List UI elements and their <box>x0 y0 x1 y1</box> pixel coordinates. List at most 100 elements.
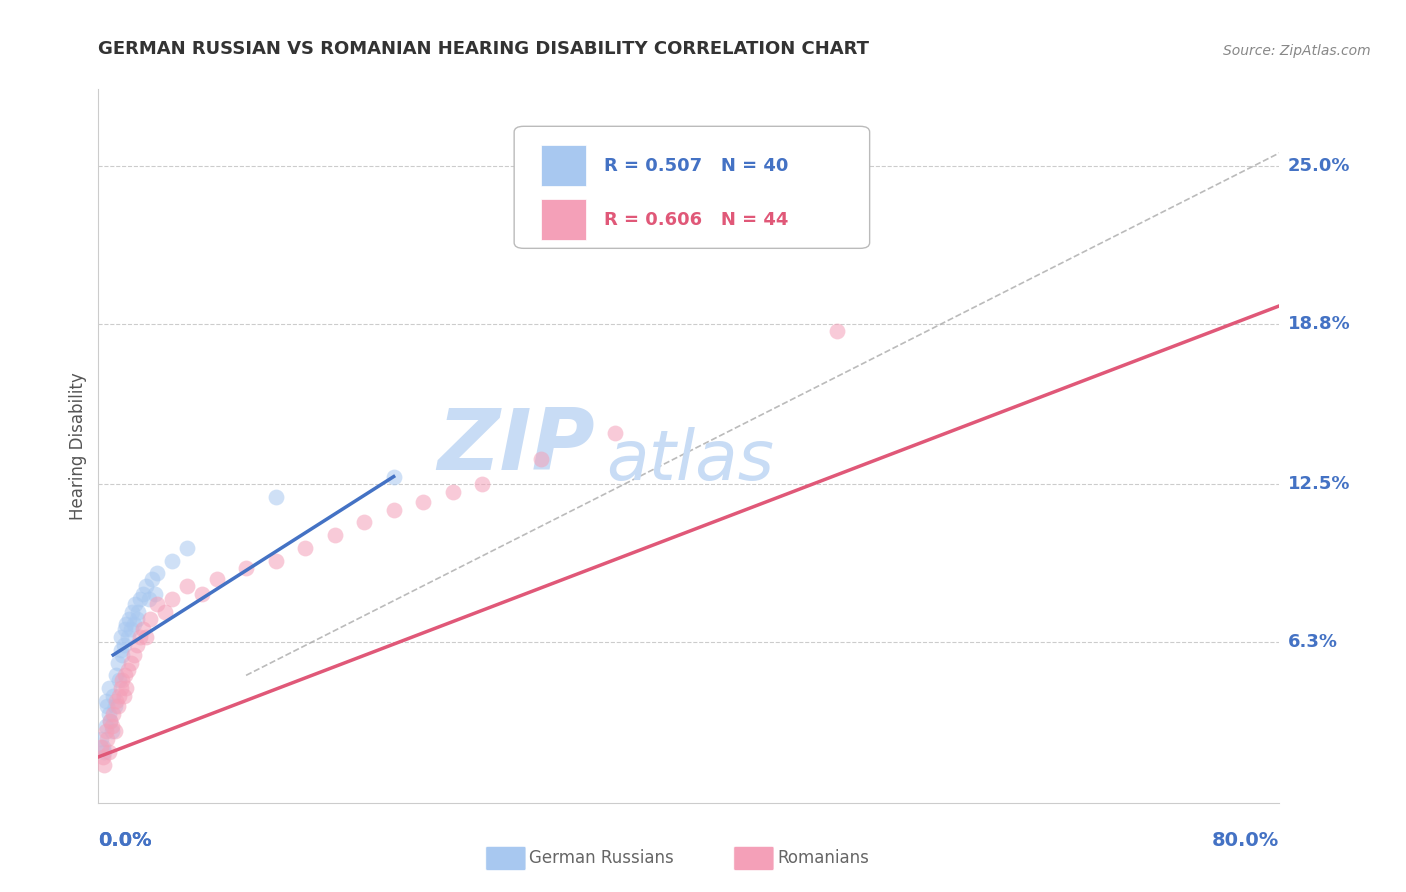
Point <box>121 605 143 619</box>
Point <box>412 495 434 509</box>
FancyBboxPatch shape <box>515 127 870 248</box>
Point <box>110 630 132 644</box>
Text: 80.0%: 80.0% <box>1212 831 1279 850</box>
Point <box>127 605 149 619</box>
Point <box>104 698 127 713</box>
Point <box>97 681 120 695</box>
Point <box>115 681 138 695</box>
Point <box>132 623 155 637</box>
Point <box>117 663 139 677</box>
Point <box>825 324 848 338</box>
Point <box>98 714 121 729</box>
Point <box>162 554 183 568</box>
Point <box>96 732 118 747</box>
FancyBboxPatch shape <box>734 847 773 871</box>
Text: 25.0%: 25.0% <box>1288 157 1350 175</box>
Point <box>117 630 139 644</box>
Text: atlas: atlas <box>606 426 775 494</box>
Point <box>100 719 122 733</box>
Point <box>264 490 287 504</box>
Point <box>112 689 135 703</box>
Text: 6.3%: 6.3% <box>1288 633 1337 651</box>
Point <box>100 724 122 739</box>
Point <box>125 638 148 652</box>
Point <box>104 724 127 739</box>
Point <box>135 579 157 593</box>
Point <box>118 612 141 626</box>
Point <box>111 673 134 688</box>
Text: 0.0%: 0.0% <box>98 831 152 850</box>
Point <box>205 572 228 586</box>
Point <box>471 477 494 491</box>
Text: German Russians: German Russians <box>530 849 675 867</box>
Point <box>146 566 169 581</box>
Text: 18.8%: 18.8% <box>1288 315 1351 333</box>
Point <box>264 554 287 568</box>
Text: Source: ZipAtlas.com: Source: ZipAtlas.com <box>1223 44 1371 58</box>
Point <box>111 648 134 662</box>
FancyBboxPatch shape <box>486 847 526 871</box>
Point <box>107 698 129 713</box>
Point <box>110 643 132 657</box>
Text: 0.0%: 0.0% <box>98 831 152 850</box>
Point <box>153 605 176 619</box>
FancyBboxPatch shape <box>541 199 586 241</box>
Point <box>191 587 214 601</box>
Point <box>97 745 120 759</box>
Point <box>530 451 553 466</box>
Point <box>146 597 169 611</box>
Point <box>138 591 160 606</box>
Point <box>605 426 627 441</box>
Point <box>93 757 115 772</box>
Y-axis label: Hearing Disability: Hearing Disability <box>69 372 87 520</box>
Point <box>96 698 118 713</box>
Point <box>382 469 405 483</box>
Point <box>94 694 117 708</box>
Point <box>143 587 166 601</box>
Point <box>132 587 155 601</box>
Text: 12.5%: 12.5% <box>1288 475 1350 493</box>
Point <box>105 668 128 682</box>
Text: R = 0.507   N = 40: R = 0.507 N = 40 <box>605 157 789 175</box>
Point <box>91 750 114 764</box>
Point <box>323 528 346 542</box>
Point <box>120 623 142 637</box>
Point <box>382 502 405 516</box>
Point <box>141 572 163 586</box>
Point <box>103 706 125 721</box>
Point <box>90 739 112 754</box>
Point <box>162 591 183 606</box>
Text: ZIP: ZIP <box>437 404 595 488</box>
Point <box>353 516 375 530</box>
Point <box>108 673 131 688</box>
Point <box>120 656 142 670</box>
Point <box>112 638 135 652</box>
Point <box>124 597 146 611</box>
Point <box>98 714 121 729</box>
Point <box>108 689 131 703</box>
Point <box>91 739 114 754</box>
Point <box>176 541 198 555</box>
Point <box>125 612 148 626</box>
Point <box>115 617 138 632</box>
Point <box>122 617 145 632</box>
FancyBboxPatch shape <box>541 145 586 186</box>
Text: Romanians: Romanians <box>778 849 869 867</box>
Point <box>114 668 136 682</box>
Point <box>128 630 150 644</box>
Point <box>97 706 120 721</box>
Point <box>122 648 145 662</box>
Text: GERMAN RUSSIAN VS ROMANIAN HEARING DISABILITY CORRELATION CHART: GERMAN RUSSIAN VS ROMANIAN HEARING DISAB… <box>98 40 869 58</box>
Point <box>114 623 136 637</box>
Point <box>441 484 464 499</box>
Point <box>294 541 316 555</box>
Point <box>135 630 157 644</box>
Point <box>93 745 115 759</box>
Point <box>110 681 132 695</box>
Point <box>139 612 162 626</box>
Point <box>176 579 198 593</box>
Point <box>105 694 128 708</box>
Point <box>94 719 117 733</box>
Point <box>103 689 125 703</box>
Point <box>235 561 257 575</box>
